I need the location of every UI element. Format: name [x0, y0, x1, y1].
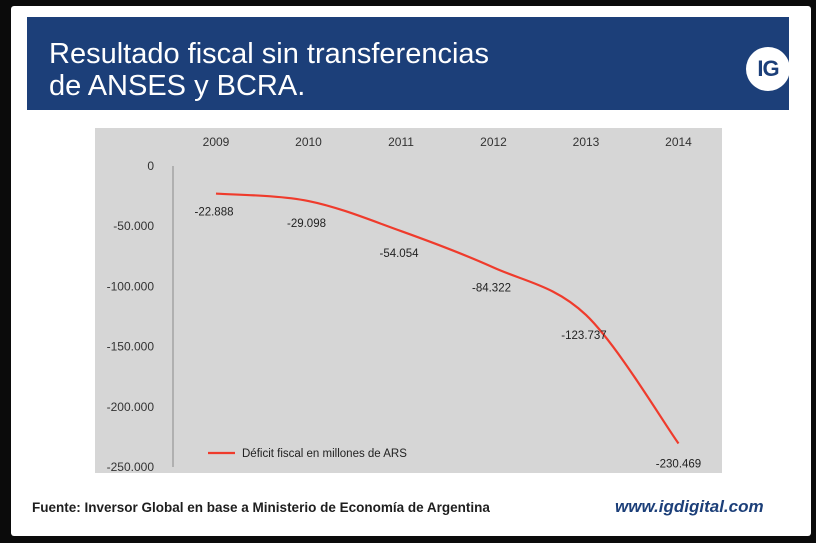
y-tick-label: -50.000 [113, 219, 154, 233]
series-line-deficit [215, 192, 680, 445]
x-tick-label: 2010 [295, 135, 322, 149]
y-tick-label: 0 [147, 159, 154, 173]
data-label: -230.469 [656, 458, 701, 470]
x-tick-label: 2013 [573, 135, 600, 149]
ig-logo-text: IG [757, 56, 779, 81]
legend: Déficit fiscal en millones de ARS [208, 448, 407, 460]
y-tick-labels: 0 -50.000 -100.000 -150.000 -200.000 -250.000 [107, 159, 155, 474]
slide-title-line-2: de ANSES y BCRA. [49, 70, 306, 102]
y-tick-label: -100.000 [107, 279, 155, 293]
x-tick-labels: 2009 2010 2011 2012 2013 2014 [203, 135, 693, 149]
source-note: Fuente: Inversor Global en base a Minist… [32, 500, 490, 515]
data-labels: -22.888 -29.098 -54.054 -84.322 -123.737 -230… [194, 207, 701, 471]
chart-background [95, 128, 722, 473]
x-tick-label: 2014 [665, 135, 692, 149]
data-label: -29.098 [287, 218, 326, 230]
data-label: -54.054 [379, 248, 419, 260]
title-banner: Resultado fiscal sin transferencias de A… [27, 17, 790, 110]
data-label: -84.322 [472, 283, 511, 295]
y-tick-label: -150.000 [107, 340, 155, 354]
slide-title-line-1: Resultado fiscal sin transferencias [49, 38, 490, 70]
ig-logo: IG [746, 47, 790, 91]
y-tick-label: -200.000 [107, 400, 155, 414]
x-tick-label: 2011 [388, 135, 414, 149]
data-label: -22.888 [194, 207, 233, 219]
y-tick-label: -250.000 [107, 460, 155, 474]
legend-label: Déficit fiscal en millones de ARS [242, 448, 407, 460]
data-label: -123.737 [561, 330, 606, 342]
x-tick-label: 2009 [203, 135, 230, 149]
website-link[interactable]: www.igdigital.com [615, 497, 764, 516]
x-tick-label: 2012 [480, 135, 507, 149]
